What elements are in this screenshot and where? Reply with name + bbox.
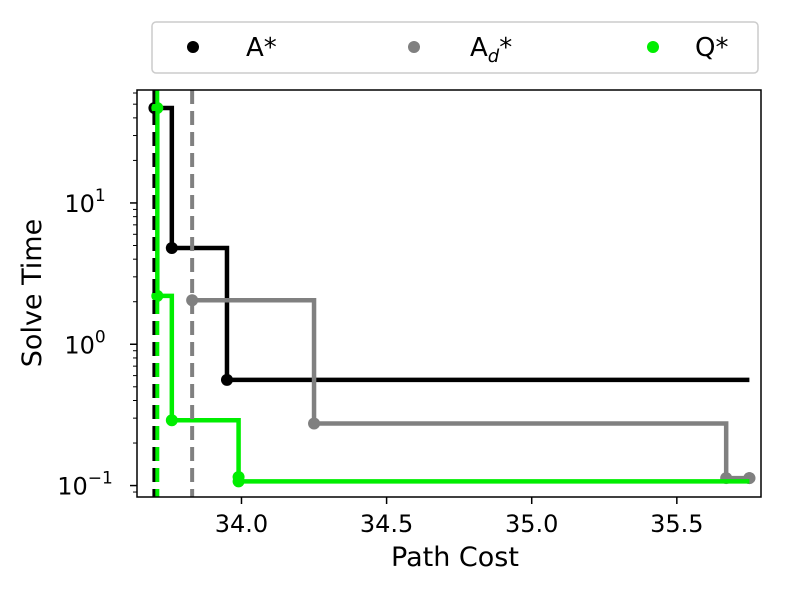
y-axis: 10−1 100 101 (57, 92, 137, 501)
data-point (220, 373, 233, 386)
legend-marker (187, 41, 199, 53)
y-tick-label: 100 (64, 327, 105, 359)
series-0 (148, 101, 750, 386)
series-2 (151, 101, 750, 488)
data-point (151, 101, 164, 114)
x-tick-label: 35.5 (650, 510, 703, 538)
series-line (154, 105, 750, 383)
plot-lines (148, 90, 756, 497)
data-point (308, 417, 321, 430)
y-tick-label: 10−1 (57, 469, 113, 501)
legend-marker (647, 41, 659, 53)
x-axis: 34.0 34.5 35.0 35.5 (215, 497, 704, 538)
data-point (165, 241, 178, 254)
series-1 (186, 294, 756, 485)
data-point (232, 475, 245, 488)
y-axis-label: Solve Time (17, 219, 48, 367)
legend-marker (408, 41, 420, 53)
x-tick-label: 35.0 (505, 510, 558, 538)
y-tick-label: 101 (64, 186, 105, 218)
legend-label: Ad* (470, 33, 512, 67)
x-axis-label: Path Cost (391, 542, 519, 573)
data-point (165, 414, 178, 427)
legend: A* Ad* Q* (187, 33, 728, 67)
plot-frame (136, 89, 762, 498)
series-line (192, 297, 750, 481)
legend-label: Q* (695, 33, 728, 63)
x-tick-label: 34.0 (215, 510, 268, 538)
legend-box (151, 21, 759, 74)
legend-label: A* (246, 33, 277, 63)
x-tick-label: 34.5 (360, 510, 413, 538)
